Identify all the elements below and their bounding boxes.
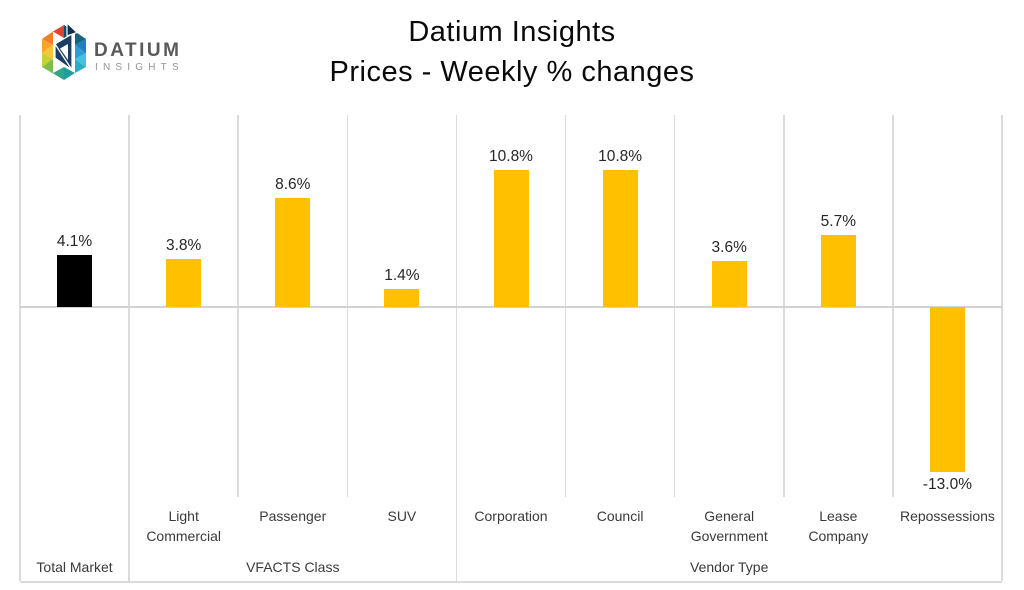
axis-bottom-border — [20, 581, 1002, 583]
group-separator — [19, 497, 21, 581]
group-label-total-market: Total Market — [36, 559, 113, 575]
bar-council — [602, 170, 638, 307]
bar-corporation — [493, 170, 529, 307]
category-label-repossessions: Repossessions — [899, 508, 995, 524]
datium-logo: DATIUM INSIGHTS — [40, 16, 270, 86]
value-label-council: 10.8% — [598, 148, 643, 166]
value-label-passenger: 8.6% — [275, 176, 311, 194]
bar-light-commercial — [166, 258, 202, 307]
value-label-corporation: 10.8% — [489, 148, 533, 166]
bar-passenger — [275, 198, 311, 307]
value-label-light-commercial: 3.8% — [165, 236, 202, 254]
bar-suv — [384, 289, 420, 307]
value-label-total-market: 4.1% — [56, 233, 93, 251]
group-separator — [128, 497, 130, 581]
category-label-council: Council — [596, 508, 644, 524]
category-label-suv: SUV — [387, 508, 417, 524]
category-label-passenger: Passenger — [259, 508, 327, 524]
value-label-repossessions: -13.0% — [922, 475, 972, 493]
group-separator — [455, 497, 458, 581]
group-separator — [1001, 497, 1003, 581]
category-label-corporation: Corporation — [474, 508, 548, 524]
group-label-vfacts-class: VFACTS Class — [246, 559, 340, 575]
category-gridline — [1001, 115, 1003, 497]
datium-hexagon-icon — [42, 22, 86, 80]
category-label-lease-company: Lease Company — [808, 508, 869, 544]
category-label-light-commercial: Light Commercial — [146, 508, 221, 544]
chart-title-line2: Prices - Weekly % changes — [329, 56, 695, 88]
brand-name: DATIUM — [94, 40, 182, 61]
value-label-suv: 1.4% — [384, 267, 420, 285]
chart-title-line1: Datium Insights — [408, 16, 616, 48]
chart-title: Datium Insights Prices - Weekly % change… — [0, 12, 1024, 92]
group-label-vendor-type: Vendor Type — [690, 559, 769, 575]
bar-repossessions — [929, 307, 965, 472]
category-label-general-government: General Government — [690, 508, 768, 544]
value-label-general-government: 3.6% — [711, 239, 747, 257]
value-label-lease-company: 5.7% — [820, 212, 856, 230]
brand-subtitle: INSIGHTS — [95, 62, 184, 73]
zero-axis-line — [20, 306, 1002, 308]
bar-general-government — [711, 261, 747, 307]
bar-lease-company — [820, 234, 856, 307]
bar-total-market — [57, 255, 93, 307]
